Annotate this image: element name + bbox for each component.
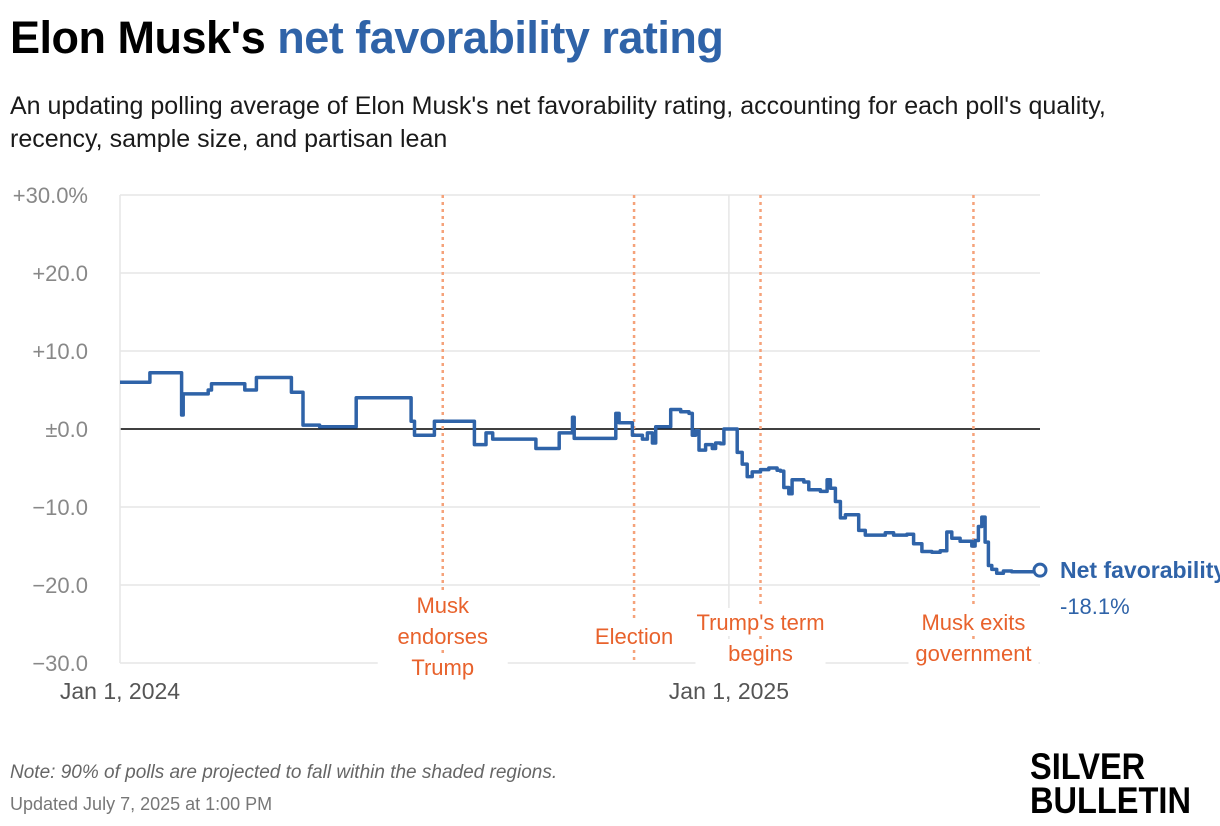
grid-lines [119,194,1040,664]
event-label: government [915,641,1031,666]
chart-title: Elon Musk's net favorability rating [10,12,724,64]
x-tick-label: Jan 1, 2024 [60,678,180,704]
x-axis-ticks: Jan 1, 2024 Jan 1, 2025 [60,678,789,704]
event-markers: Musk endorses Trump Election Trump's term beg… [377,195,1039,681]
event-label: Musk exits [921,610,1025,635]
event-label: Musk [416,593,470,618]
event-label-bg [377,591,508,619]
series-end-point [1032,562,1048,578]
brand-line-1: SILVER [1030,746,1146,787]
y-axis-ticks: +30.0% +20.0 +10.0 ±0.0 −10.0 −20.0 −30.0 [13,183,88,676]
y-tick-label: −30.0 [32,651,88,676]
footnote: Note: 90% of polls are projected to fall… [10,762,558,783]
series-last-value-label: -18.1% [1060,594,1130,619]
brand-line-2: BULLETIN [1030,780,1191,821]
y-tick-label: +30.0% [13,183,88,208]
updated-timestamp: Updated July 7, 2025 at 1:00 PM [10,794,273,814]
event-label: Trump [411,655,474,680]
event-label-bg [569,622,700,650]
brand-logo: SILVER BULLETIN [1030,746,1213,821]
y-tick-label: ±0.0 [45,417,88,442]
title-part-2: net favorability rating [277,12,724,63]
event-label-bg [695,639,826,667]
event-label: endorses [397,624,488,649]
event-label-bg [908,639,1039,667]
event-label: Trump's term [696,610,824,635]
title-part-1: Elon Musk's [10,12,266,63]
y-tick-label: −10.0 [32,495,88,520]
y-tick-label: −20.0 [32,573,88,598]
event-label-bg [908,608,1039,636]
event-label-bg [377,653,508,681]
y-tick-label: +10.0 [32,339,88,364]
y-tick-label: +20.0 [32,261,88,286]
series-name-label: Net favorability [1060,557,1220,583]
event-label: begins [728,641,793,666]
line-chart: Musk endorses Trump Election Trump's term beg… [13,183,1220,704]
event-label: Election [595,624,673,649]
x-tick-label: Jan 1, 2025 [669,678,789,704]
series-layer [120,371,1048,578]
series-labels: Net favorability -18.1% [1060,557,1220,619]
series-line [120,371,1042,576]
chart-subtitle: An updating polling average of Elon Musk… [10,92,1106,153]
event-label-bg [377,622,508,650]
event-label-bg [695,608,826,636]
